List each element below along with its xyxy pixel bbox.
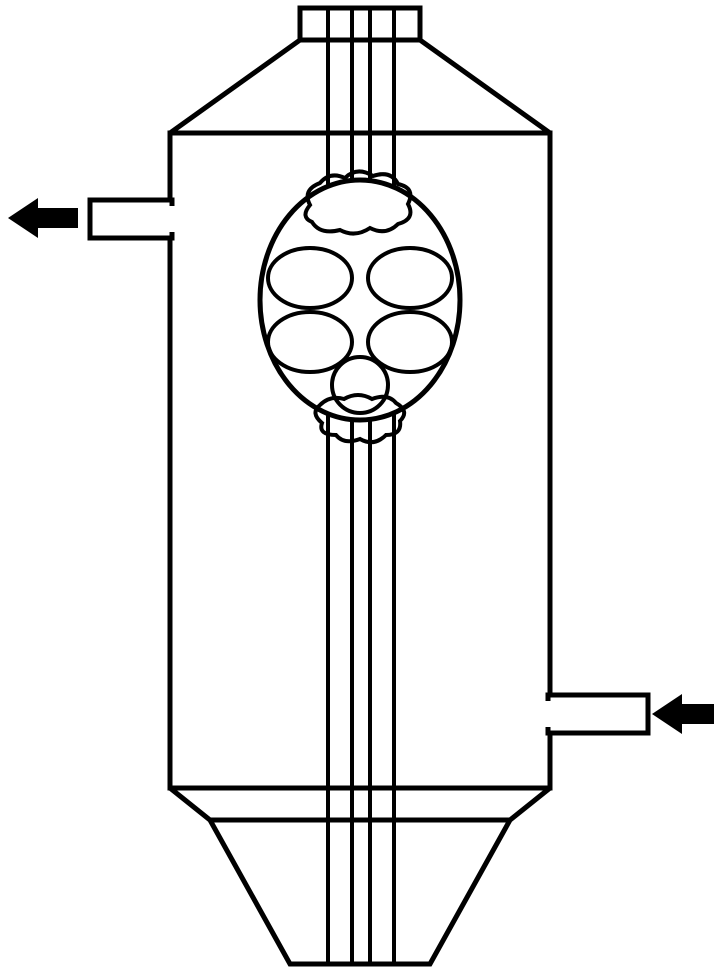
outlet-arrow bbox=[8, 198, 78, 238]
outlet-port bbox=[90, 200, 176, 238]
reactor-diagram bbox=[0, 0, 718, 979]
bottom-cone bbox=[170, 788, 550, 964]
vessel bbox=[170, 8, 550, 964]
top-neck bbox=[300, 8, 420, 40]
cutaway-window bbox=[260, 171, 460, 442]
top-cone bbox=[170, 40, 550, 133]
inlet-arrow bbox=[652, 694, 714, 734]
inlet-port bbox=[544, 695, 648, 733]
